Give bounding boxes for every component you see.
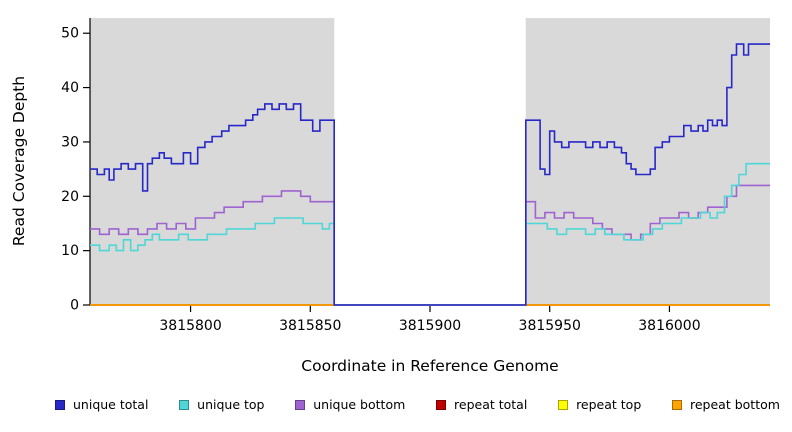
shaded-region bbox=[90, 18, 335, 305]
x-tick-label: 3816000 bbox=[638, 318, 700, 334]
legend-swatch-unique-total bbox=[55, 399, 65, 410]
y-tick-label: 0 bbox=[70, 298, 79, 314]
legend-item-unique-bottom: unique bottom bbox=[295, 397, 405, 412]
legend-label-unique-bottom: unique bottom bbox=[313, 397, 406, 412]
plot-area: 0 10 20 30 40 50 3815800 3815850 3815900 3815950 3… bbox=[61, 18, 770, 334]
shaded-region bbox=[525, 18, 770, 305]
legend-label-unique-total: unique total bbox=[73, 397, 149, 412]
legend-label-repeat-bottom: repeat bottom bbox=[690, 397, 780, 412]
legend-swatch-unique-bottom bbox=[295, 399, 306, 410]
legend-swatch-repeat-bottom bbox=[672, 399, 682, 410]
legend-item-repeat-bottom: repeat bottom bbox=[672, 397, 780, 412]
y-tick-label: 20 bbox=[61, 189, 79, 205]
legend-label-repeat-total: repeat total bbox=[454, 397, 528, 412]
legend-label-repeat-top: repeat top bbox=[576, 397, 642, 412]
y-axis-title: Read Coverage Depth bbox=[10, 76, 28, 246]
x-tick-label: 3815950 bbox=[519, 318, 581, 334]
y-tick-label: 30 bbox=[61, 134, 79, 150]
legend-item-unique-top: unique top bbox=[179, 397, 264, 412]
legend: unique total unique top unique bottom repea… bbox=[0, 397, 792, 412]
x-tick-label: 3815800 bbox=[159, 318, 221, 334]
y-tick-label: 40 bbox=[61, 80, 79, 96]
legend-swatch-repeat-top bbox=[558, 399, 569, 410]
x-tick-label: 3815900 bbox=[399, 318, 461, 334]
legend-item-repeat-total: repeat total bbox=[436, 397, 527, 412]
legend-item-repeat-top: repeat top bbox=[558, 397, 641, 412]
legend-swatch-unique-top bbox=[179, 399, 190, 410]
y-tick-label: 10 bbox=[61, 243, 79, 259]
legend-swatch-repeat-total bbox=[436, 399, 447, 410]
legend-item-unique-total: unique total bbox=[55, 397, 148, 412]
y-tick-label: 50 bbox=[61, 26, 79, 42]
legend-label-unique-top: unique top bbox=[197, 397, 265, 412]
x-axis-title: Coordinate in Reference Genome bbox=[301, 357, 558, 375]
series-unique-total bbox=[90, 43, 770, 306]
x-tick-label: 3815850 bbox=[279, 318, 341, 334]
